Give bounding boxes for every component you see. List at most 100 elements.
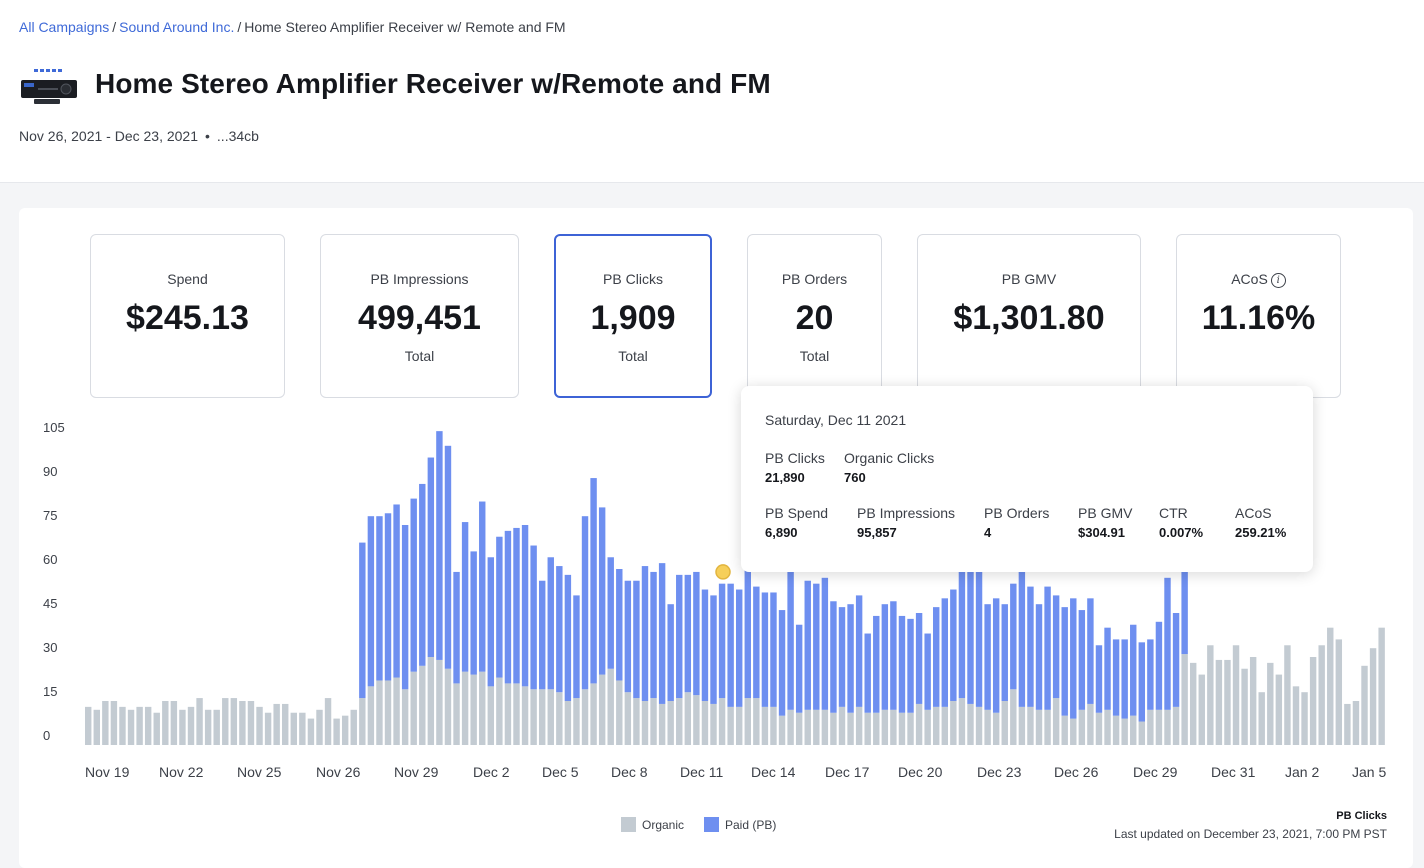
organic-bar	[641, 701, 649, 745]
organic-bar	[881, 709, 889, 745]
legend-item-paid[interactable]: Paid (PB)	[704, 817, 776, 832]
organic-bar	[830, 712, 837, 745]
date-range: Nov 26, 2021 - Dec 23, 2021	[19, 128, 199, 144]
hover-point-marker	[715, 564, 731, 580]
tooltip-value: 760	[844, 470, 866, 485]
organic-bar	[975, 706, 983, 745]
organic-bar	[1052, 698, 1060, 745]
organic-bar	[187, 706, 195, 745]
tooltip-pb-clicks: PB Clicks 21,890	[765, 450, 825, 485]
tooltip-label: PB GMV	[1078, 505, 1133, 521]
x-tick-label: Dec 26	[1054, 764, 1099, 780]
y-tick-label: 90	[43, 464, 57, 479]
x-tick-label: Dec 20	[898, 764, 943, 780]
organic-bar	[992, 712, 1000, 745]
organic-bar	[384, 680, 392, 745]
paid-bar	[693, 571, 700, 696]
organic-bar	[299, 712, 306, 745]
paid-bar	[881, 604, 889, 710]
paid-bar	[641, 566, 649, 701]
organic-bar	[693, 695, 700, 745]
organic-bar	[864, 712, 871, 745]
paid-bar	[898, 615, 906, 713]
legend-label: Organic	[642, 818, 685, 832]
organic-bar	[564, 701, 572, 745]
organic-bar	[367, 686, 375, 745]
organic-bar	[1147, 709, 1154, 745]
organic-bar	[170, 701, 178, 745]
legend-item-organic[interactable]: Organic	[621, 817, 684, 832]
x-tick-label: Dec 11	[680, 764, 724, 780]
paid-bar	[1001, 604, 1008, 701]
organic-bar	[898, 712, 906, 745]
tooltip-label: Organic Clicks	[844, 450, 935, 466]
breadcrumb-advertiser[interactable]: Sound Around Inc.	[119, 19, 235, 35]
paid-bar	[1035, 604, 1043, 710]
x-tick-label: Dec 23	[977, 764, 1022, 780]
organic-bar	[1181, 654, 1188, 745]
organic-bar	[598, 674, 606, 745]
paid-bar	[890, 601, 897, 710]
paid-bar	[1078, 610, 1086, 710]
organic-bar	[1318, 645, 1325, 745]
organic-bar	[1001, 701, 1008, 745]
organic-bar	[93, 709, 100, 745]
paid-bar	[1130, 624, 1137, 716]
organic-bar	[110, 701, 118, 745]
metric-label: PB Impressions	[370, 271, 469, 287]
organic-bar	[282, 703, 289, 745]
tooltip-organic-clicks: Organic Clicks 760	[844, 450, 934, 485]
paid-bar	[1027, 586, 1034, 707]
paid-bar	[359, 542, 366, 699]
paid-bar	[1155, 621, 1163, 710]
paid-bar	[590, 478, 597, 684]
metric-card-pb-clicks[interactable]: PB Clicks 1,909 Total	[554, 234, 712, 398]
paid-bar	[1147, 639, 1154, 710]
organic-bar	[453, 683, 460, 745]
organic-bar	[1070, 718, 1077, 745]
tooltip-label: PB Spend	[765, 505, 829, 521]
x-tick-label: Dec 17	[825, 764, 870, 780]
metric-card-spend[interactable]: Spend $245.13	[90, 234, 285, 398]
paid-bar	[419, 483, 426, 666]
organic-bar	[658, 703, 666, 745]
organic-bar	[1249, 657, 1257, 745]
organic-bar	[513, 683, 520, 745]
organic-bar	[127, 709, 135, 745]
organic-bar	[1061, 715, 1068, 745]
metric-card-pb-gmv[interactable]: PB GMV $1,301.80	[917, 234, 1141, 398]
paid-bar	[975, 560, 983, 707]
organic-bar	[1215, 659, 1223, 745]
organic-bar	[684, 692, 692, 745]
organic-bar	[1232, 645, 1240, 745]
organic-bar	[1035, 709, 1043, 745]
y-tick-label: 30	[43, 640, 57, 655]
paid-bar	[607, 557, 614, 669]
x-tick-label: Jan 5	[1352, 764, 1386, 780]
organic-bar	[341, 715, 349, 745]
organic-bar	[1301, 692, 1308, 745]
metric-card-acos[interactable]: ACoS i 11.16%	[1176, 234, 1341, 398]
organic-bar	[590, 683, 597, 745]
organic-bar	[530, 689, 537, 745]
organic-bar	[427, 657, 435, 745]
metric-card-pb-impressions[interactable]: PB Impressions 499,451 Total	[320, 234, 519, 398]
breadcrumb-separator: /	[112, 19, 117, 35]
paid-bar	[384, 513, 392, 681]
x-tick-label: Dec 5	[542, 764, 579, 780]
legend-swatch-paid	[704, 817, 719, 832]
paid-bar	[564, 574, 572, 701]
x-tick-label: Dec 8	[611, 764, 648, 780]
paid-bar	[650, 571, 657, 699]
info-icon[interactable]: i	[1270, 273, 1286, 288]
campaign-subline: Nov 26, 2021 - Dec 23, 2021 • ...34cb	[19, 128, 259, 144]
organic-bar	[136, 706, 143, 745]
metric-card-pb-orders[interactable]: PB Orders 20 Total	[747, 234, 882, 398]
tooltip-pb-orders: PB Orders 4	[984, 505, 1049, 540]
product-thumbnail	[21, 69, 77, 104]
breadcrumb-all-campaigns[interactable]: All Campaigns	[19, 19, 110, 35]
tooltip-value: 6,890	[765, 525, 798, 540]
organic-bar	[256, 706, 263, 745]
tooltip-value: 95,857	[857, 525, 897, 540]
